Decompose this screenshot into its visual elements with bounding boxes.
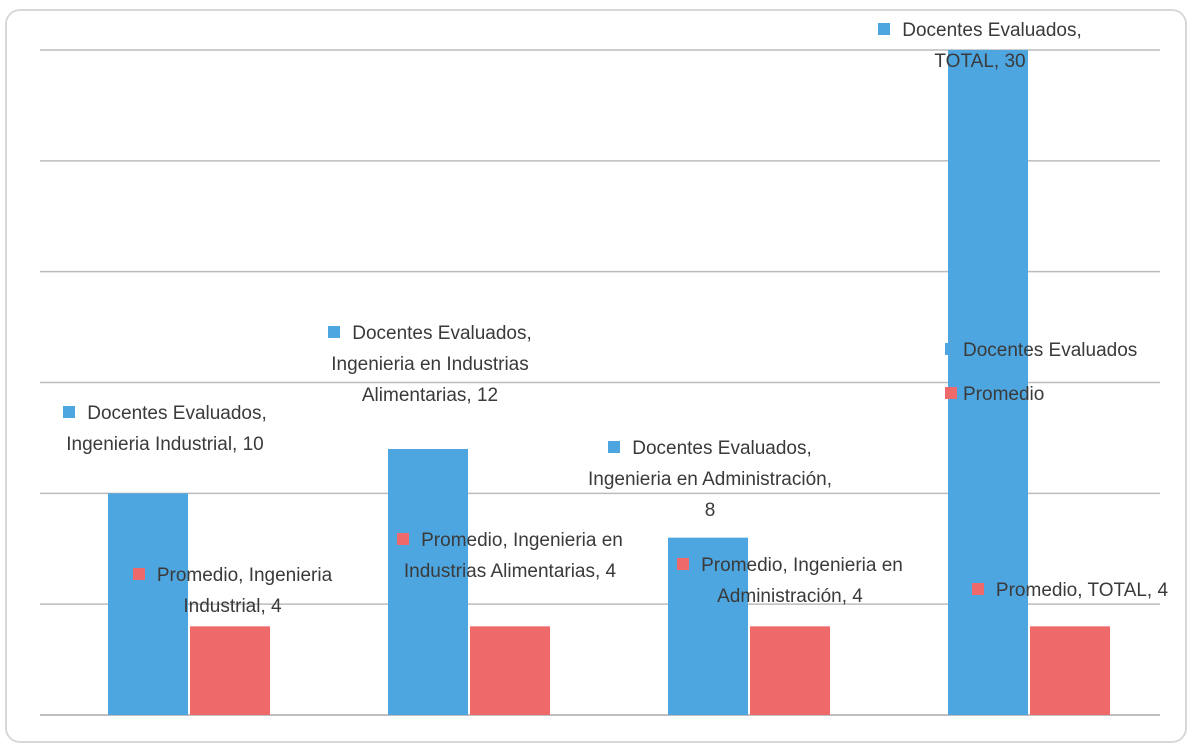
label-marker: [132, 568, 145, 580]
data-label: Promedio, Ingenieria Industrial, 4: [110, 560, 355, 622]
data-label-text: Promedio, Ingenieria Industrial, 4: [156, 565, 333, 617]
label-marker: [63, 406, 76, 418]
data-label: Promedio, Ingenieria en Industrias Alime…: [385, 525, 635, 587]
frame: [5, 9, 1187, 743]
data-label: Docentes Evaluados, Ingenieria en Admini…: [585, 433, 835, 526]
bar: [750, 626, 830, 715]
legend-label: Promedio: [963, 384, 1045, 405]
label-marker: [328, 326, 341, 338]
data-label-text: Docentes Evaluados, Ingenieria en Indust…: [331, 323, 532, 406]
data-label-text: Promedio, Ingenieria en Industrias Alime…: [403, 530, 623, 582]
bar: [108, 493, 188, 715]
data-label-text: Docentes Evaluados, Ingenieria en Admini…: [588, 438, 832, 521]
bar: [388, 449, 468, 715]
legend-item: Promedio: [945, 384, 1044, 406]
bar: [190, 626, 270, 715]
data-label: Docentes Evaluados, TOTAL, 30: [855, 15, 1105, 77]
legend-marker: [945, 343, 957, 355]
legend-item: Docentes Evaluados: [945, 340, 1137, 362]
legend-label: Docentes Evaluados: [963, 340, 1138, 361]
data-label-text: Docentes Evaluados, Ingenieria Industria…: [66, 403, 267, 455]
data-label-text: Promedio, TOTAL, 4: [995, 580, 1169, 601]
data-label: Promedio, TOTAL, 4: [950, 575, 1190, 606]
data-label-text: Docentes Evaluados, TOTAL, 30: [902, 20, 1082, 72]
label-marker: [878, 23, 891, 35]
bar: [470, 626, 550, 715]
label-marker: [971, 583, 984, 595]
data-label: Promedio, Ingenieria en Administración, …: [665, 550, 915, 612]
data-label-text: Promedio, Ingenieria en Administración, …: [701, 555, 903, 607]
label-marker: [608, 441, 621, 453]
data-label: Docentes Evaluados, Ingenieria Industria…: [30, 398, 300, 460]
bar: [1030, 626, 1110, 715]
label-marker: [677, 558, 690, 570]
legend-marker: [945, 387, 957, 399]
label-marker: [397, 533, 410, 545]
bar: [948, 50, 1028, 715]
data-label: Docentes Evaluados, Ingenieria en Indust…: [305, 318, 555, 411]
